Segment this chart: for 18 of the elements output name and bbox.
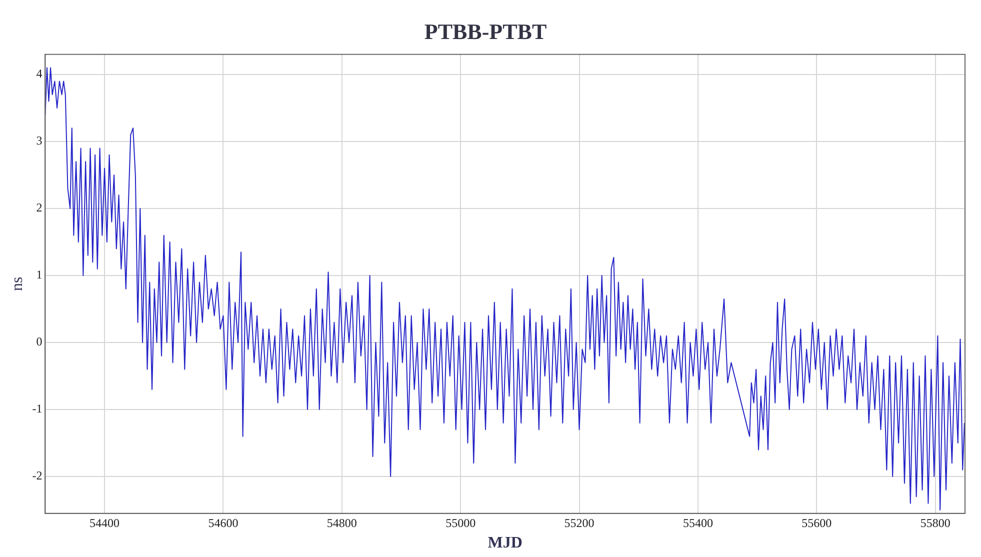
x-tick-label: 55000 — [446, 516, 476, 530]
x-tick-label: 55200 — [564, 516, 594, 530]
x-tick-label: 55400 — [682, 516, 713, 530]
y-tick-label: 1 — [36, 268, 42, 282]
y-axis-title: ns — [8, 276, 26, 292]
x-tick-label: 54600 — [208, 516, 238, 530]
y-tick-label: 0 — [36, 334, 42, 349]
chart-title: PTBB-PTBT — [424, 18, 547, 44]
x-tick-label: 55800 — [920, 516, 950, 530]
y-tick-label: 2 — [36, 200, 42, 215]
y-tick-label: -2 — [32, 468, 42, 483]
x-tick-label: 55600 — [802, 516, 832, 530]
y-tick-label: 4 — [36, 66, 42, 81]
x-tick-label: 54800 — [326, 516, 357, 530]
y-tick-label: -1 — [32, 402, 42, 416]
x-axis-title: MJD — [488, 534, 522, 552]
y-tick-label: 3 — [36, 134, 42, 148]
x-tick-label: 54400 — [90, 516, 120, 530]
